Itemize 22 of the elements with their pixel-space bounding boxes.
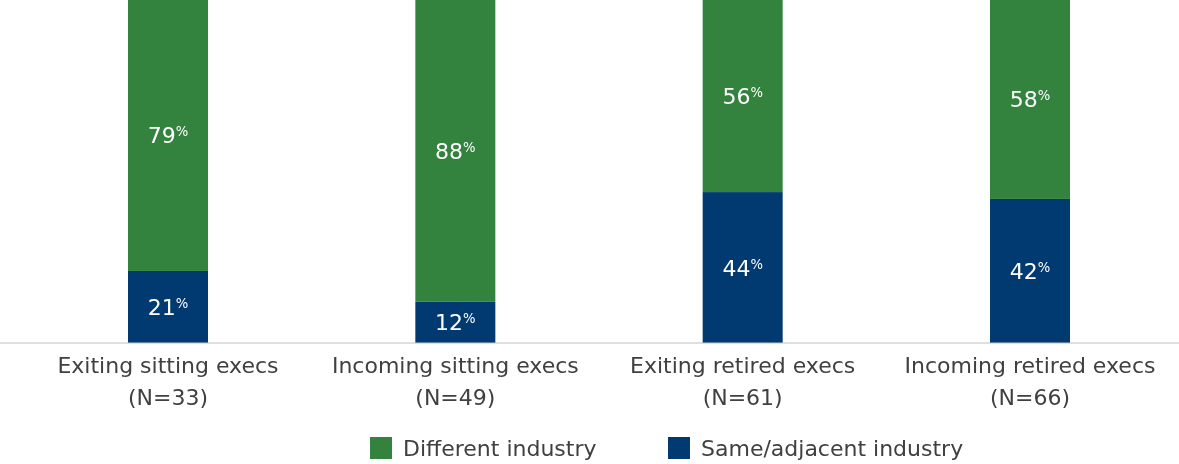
data-label: 56$^{%}$ bbox=[722, 84, 763, 110]
data-label: 88$^{%}$ bbox=[435, 138, 476, 164]
data-label: 44$^{%}$ bbox=[722, 255, 763, 281]
bar bbox=[990, 0, 1070, 199]
data-label: 79$^{%}$ bbox=[147, 123, 189, 149]
data-label: 12$^{%}$ bbox=[435, 310, 476, 336]
x-tick-label: Incoming retired execs (N=66) bbox=[904, 353, 1156, 410]
bar bbox=[128, 270, 208, 343]
bar bbox=[128, 0, 208, 271]
legend-label: Different industry bbox=[403, 436, 597, 461]
data-label: 21$^{%}$ bbox=[147, 294, 189, 320]
bar bbox=[415, 0, 496, 302]
bar bbox=[415, 301, 496, 343]
data-label: 42$^{%}$ bbox=[1009, 258, 1051, 284]
bar bbox=[702, 192, 783, 343]
legend-label: Same/adjacent industry bbox=[701, 436, 964, 461]
x-tick-label: Incoming sitting execs (N=49) bbox=[331, 353, 579, 410]
x-tick-label: Exiting sitting execs (N=33) bbox=[57, 353, 279, 410]
bar bbox=[702, 0, 783, 193]
x-tick-label: Exiting retired execs (N=61) bbox=[630, 353, 856, 410]
bar bbox=[990, 198, 1070, 343]
data-label: 58$^{%}$ bbox=[1009, 87, 1051, 113]
